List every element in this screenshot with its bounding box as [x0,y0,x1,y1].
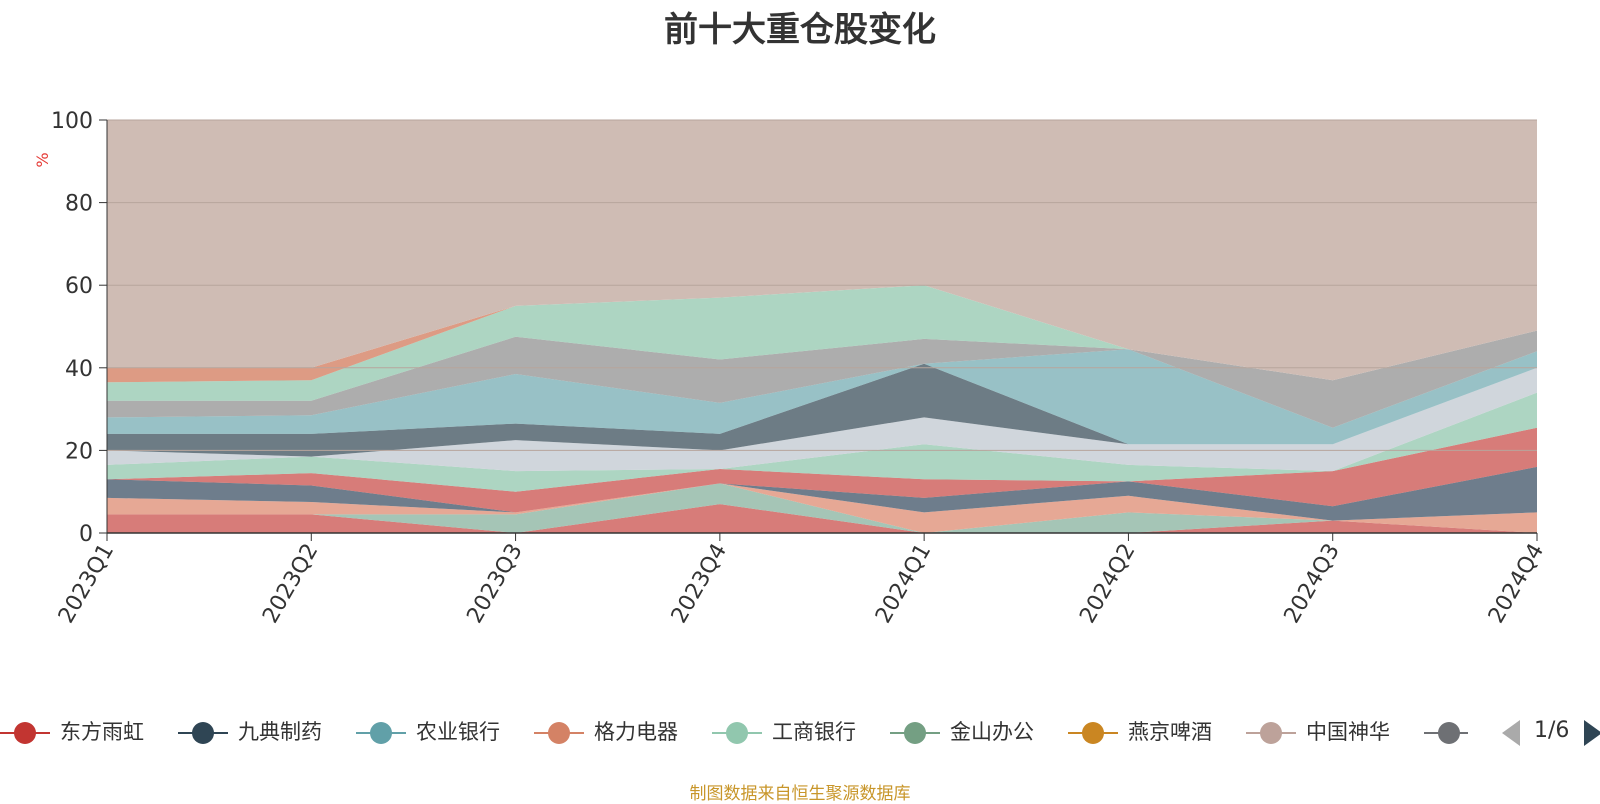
area-band-1 [107,483,1537,533]
area-band-6 [107,367,1537,472]
y-tick-label: 80 [65,192,93,217]
area-band-3 [107,466,1537,521]
grid-lines [107,119,1537,451]
y-axis-label: % [33,152,52,167]
x-tick-label: 2023Q4 [667,540,732,628]
area-band-12 [107,120,1537,381]
y-tick-label: 0 [79,522,93,547]
chart-title: 前十大重仓股变化 [664,10,936,50]
legend-marker-icon [178,722,228,744]
legend-marker-icon [1068,722,1118,744]
legend-marker-icon [356,722,406,744]
legend-prev-icon[interactable] [1500,719,1522,747]
x-tick-label: 2024Q4 [1484,540,1549,628]
legend-label: 燕京啤酒 [1128,720,1212,744]
y-tick-label: 100 [51,109,93,134]
x-tick-label: 2023Q1 [54,540,119,628]
x-tick-label: 2024Q1 [871,540,936,628]
area-band-4 [107,427,1537,513]
legend-label: 工商银行 [772,720,856,744]
legend-pager: 1/6 [1500,715,1600,751]
legend-marker-icon [0,722,50,744]
area-band-0 [107,504,1537,533]
legend-label: 金山办公 [950,720,1034,744]
legend-label: 农业银行 [416,720,500,744]
x-tick-label: 2024Q2 [1075,540,1140,628]
area-band-9 [107,330,1537,428]
source-note: 制图数据来自恒生聚源数据库 [689,784,911,804]
x-tick-label: 2024Q3 [1280,540,1345,628]
legend-page-indicator: 1/6 [1534,718,1570,743]
legend-next-icon[interactable] [1582,719,1600,747]
area-band-7 [107,363,1537,457]
y-tick-label: 20 [65,439,93,464]
legend-marker-icon [712,722,762,744]
area-band-10 [107,285,1537,401]
chart-plot: 0 20 40 60 80 100 2023Q1 2023Q2 2023Q3 2023Q4 2024… [33,109,1549,628]
area-band-8 [107,349,1537,445]
area-band-2 [107,483,1537,533]
x-tick-label: 2023Q2 [258,540,323,628]
legend: 东方雨虹九典制药农业银行格力电器工商银行金山办公燕京啤酒中国神华三 1/6 [0,715,1600,751]
legend-marker-icon [890,722,940,744]
y-tick-label: 40 [65,357,93,382]
x-tick-label: 2023Q3 [462,540,527,628]
legend-marker-icon [1424,722,1468,744]
y-tick-label: 60 [65,274,93,299]
legend-marker-icon [534,722,584,744]
legend-items: 东方雨虹九典制药农业银行格力电器工商银行金山办公燕京啤酒中国神华三 [0,715,1468,751]
area-bands [107,120,1537,533]
legend-label: 中国神华 [1306,720,1390,744]
area-band-11 [107,285,1537,383]
legend-label: 九典制药 [238,720,322,744]
legend-label: 东方雨虹 [60,720,144,744]
area-band-5 [107,392,1537,492]
legend-label: 格力电器 [594,720,678,744]
legend-marker-icon [1246,722,1296,744]
